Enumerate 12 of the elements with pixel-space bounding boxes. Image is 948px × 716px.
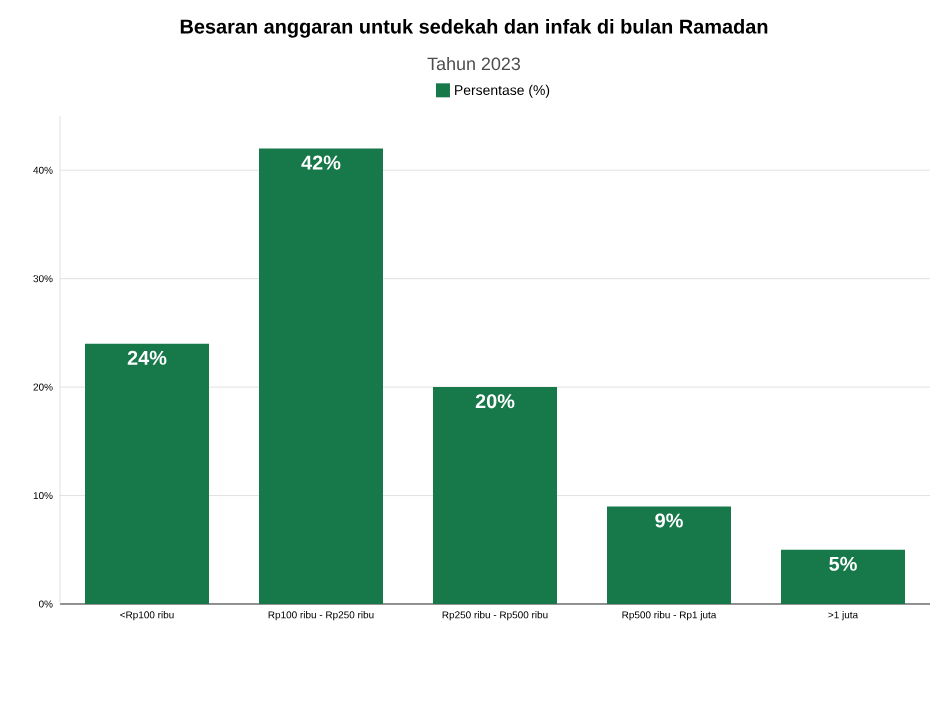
data-label: 20% (475, 394, 515, 409)
bar (85, 343, 209, 604)
chart-subtitle: Tahun 2023 (427, 57, 521, 71)
data-label: 42% (301, 155, 341, 170)
bar (259, 148, 383, 604)
bar (781, 549, 906, 604)
bar (433, 387, 558, 604)
data-label: 24% (127, 350, 167, 365)
bar (607, 506, 732, 604)
data-label: 5% (829, 556, 857, 571)
chart-title: Besaran anggaran untuk sedekah dan infak di bulan Ramadan (180, 19, 768, 38)
data-label: 9% (655, 513, 683, 528)
